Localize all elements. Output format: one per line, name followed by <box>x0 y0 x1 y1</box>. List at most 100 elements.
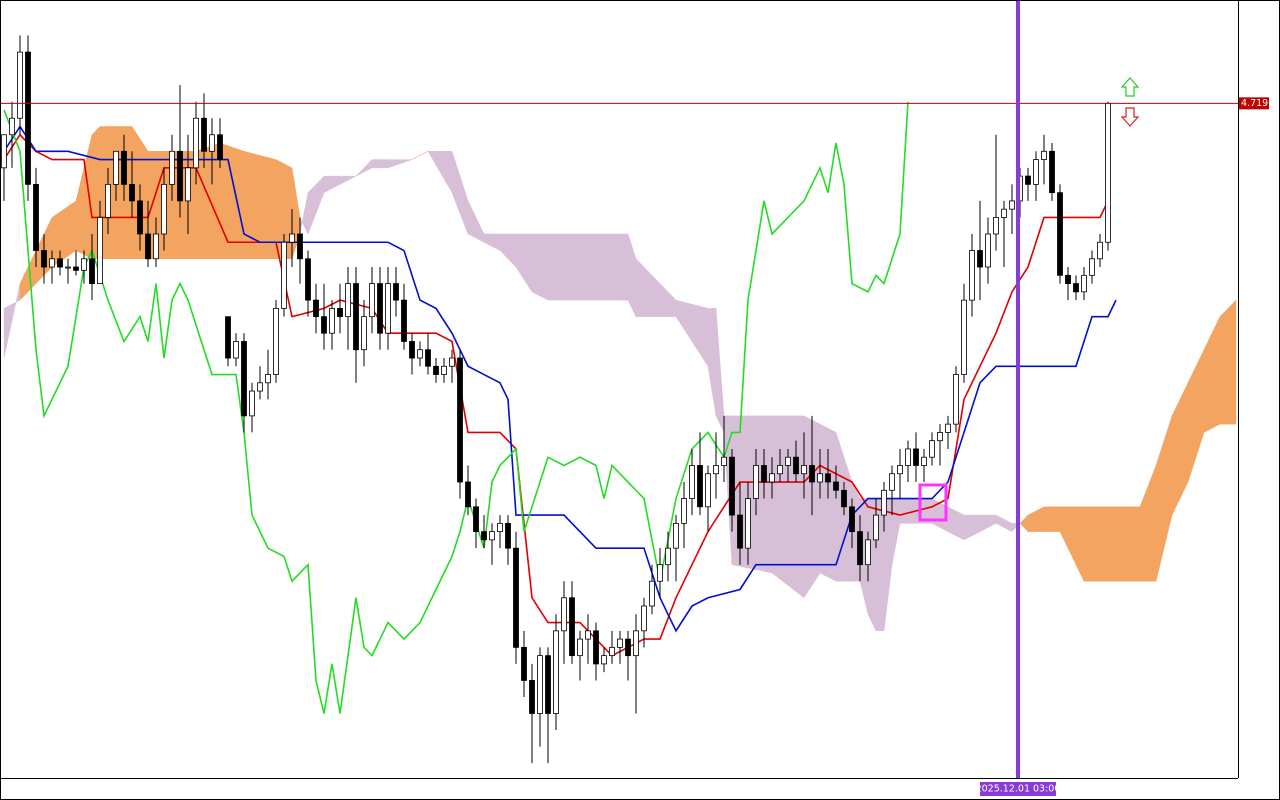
candle-body <box>305 258 311 301</box>
candle-body <box>817 473 823 483</box>
candle-body <box>217 134 223 160</box>
candle-body <box>169 150 175 185</box>
candle-body <box>521 646 527 681</box>
candle-body <box>857 531 863 566</box>
candle-body <box>1105 102 1111 243</box>
candle-body <box>345 283 351 318</box>
price-label-box <box>1239 97 1269 110</box>
candle-body <box>481 531 487 541</box>
candle-body <box>1057 192 1063 276</box>
candle-body <box>377 283 383 334</box>
candle-body <box>553 630 559 714</box>
crosshair-label: 2025.12.01 03:00 <box>976 784 1061 795</box>
candle-body <box>393 283 399 301</box>
candle-body <box>569 597 575 657</box>
candle-body <box>945 423 951 433</box>
candle-body <box>577 638 583 657</box>
crosshair-label-box <box>980 782 1056 796</box>
candle-body <box>161 183 167 235</box>
candle-body <box>289 233 295 243</box>
candle-body <box>49 258 55 268</box>
candle-body <box>417 349 423 359</box>
candle-body <box>689 465 695 499</box>
candle-body <box>737 514 743 549</box>
candle-body <box>745 498 751 549</box>
candle-body <box>329 307 335 334</box>
candle-body <box>865 539 871 566</box>
candle-body <box>729 456 735 516</box>
candle-body <box>457 357 463 483</box>
candle-body <box>1049 150 1055 194</box>
cloud-segment <box>219 142 245 260</box>
candle-body <box>73 266 79 271</box>
candle-body <box>841 489 847 508</box>
down-arrow <box>1120 107 1140 127</box>
candle-body <box>97 217 103 284</box>
candle-body <box>265 374 271 384</box>
candle-body <box>905 448 911 466</box>
cloud-segment <box>195 142 221 260</box>
candle-body <box>401 299 407 342</box>
candle-body <box>545 655 551 714</box>
candle-body <box>1065 274 1071 284</box>
candle-body <box>769 473 775 483</box>
candle-body <box>361 316 367 351</box>
candle-body <box>713 465 719 475</box>
candle-body <box>961 299 967 375</box>
highlight-box <box>918 483 948 522</box>
candle-body <box>953 374 959 425</box>
cloud-segment <box>731 415 773 574</box>
candle-body <box>1089 258 1095 276</box>
candle-body <box>1009 200 1015 210</box>
candle-body <box>137 200 143 235</box>
candle-body <box>513 547 519 648</box>
candle-body <box>497 522 503 533</box>
candle-body <box>249 390 255 417</box>
candle-body <box>9 117 15 136</box>
candle-body <box>105 183 111 218</box>
candle-body <box>81 258 87 271</box>
candle-body <box>121 150 127 185</box>
candle-body <box>225 316 231 359</box>
candle-body <box>873 514 879 541</box>
candle-body <box>489 531 495 541</box>
candle-body <box>385 283 391 334</box>
candle-body <box>761 465 767 483</box>
candle-body <box>929 440 935 458</box>
up-arrow <box>1120 77 1140 97</box>
candle-body <box>465 481 471 508</box>
candle-body <box>449 357 455 367</box>
candle-body <box>753 465 759 499</box>
candle-body <box>41 250 47 268</box>
candle-body <box>1097 241 1103 260</box>
candle-body <box>257 382 263 392</box>
candle-body <box>785 456 791 466</box>
candle-body <box>641 605 647 632</box>
candle-body <box>705 473 711 508</box>
candle-body <box>849 506 855 533</box>
candle-body <box>1033 159 1039 185</box>
candle-body <box>801 465 807 475</box>
cloud-segment <box>1219 299 1237 425</box>
candle-body <box>721 456 727 466</box>
cloud-segment <box>371 159 389 169</box>
candle-body <box>889 473 895 491</box>
cloud-segment <box>387 159 413 169</box>
candle-body <box>937 432 943 442</box>
candle-body <box>273 307 279 375</box>
candle-body <box>25 51 31 185</box>
candle-body <box>625 638 631 657</box>
candle-body <box>1041 150 1047 160</box>
candle-body <box>529 680 535 714</box>
cloud-segment <box>1043 506 1061 532</box>
indicator-line <box>3 101 909 714</box>
candle-body <box>977 250 983 268</box>
candle-body <box>57 258 63 268</box>
indicator-line <box>3 125 1117 633</box>
candle-body <box>657 564 663 582</box>
candle-body <box>185 167 191 202</box>
cloud-segment <box>323 175 357 194</box>
candle-body <box>561 597 567 632</box>
